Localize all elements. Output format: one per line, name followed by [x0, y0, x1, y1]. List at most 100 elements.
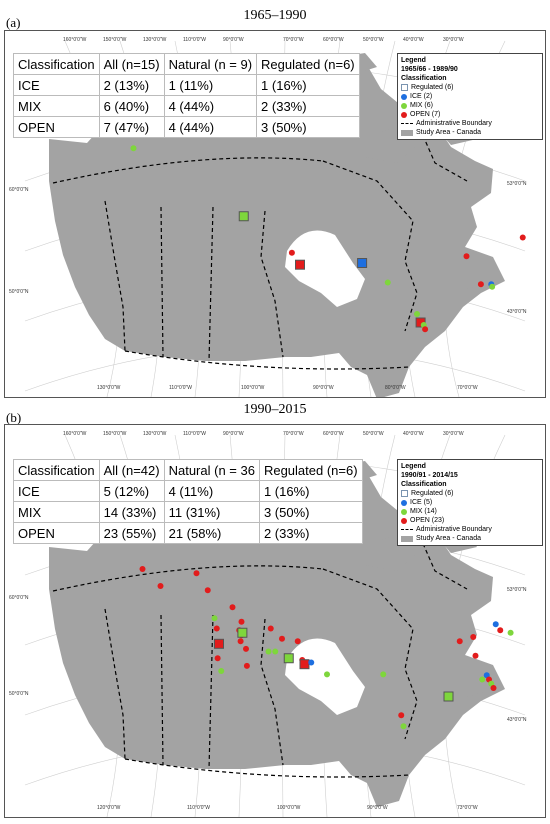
- table-cell: 4 (44%): [163, 95, 258, 117]
- graticule-label-bottom: 90°0'0"W: [367, 805, 388, 811]
- legend-item: Administrative Boundary: [401, 525, 539, 534]
- legend-item-label: MIX (14): [410, 508, 437, 515]
- open-dot-icon: [401, 517, 407, 524]
- graticule-label-top: 70°0'0"W: [283, 431, 304, 437]
- station-mix: [507, 629, 514, 636]
- graticule-label-bottom: 130°0'0"W: [97, 385, 121, 391]
- station-open: [294, 638, 301, 645]
- panel-b-map: 160°0'0"W 150°0'0"W 130°0'0"W 110°0'0"W 90°0…: [4, 424, 546, 818]
- graticule-label-top: 160°0'0"W: [63, 37, 87, 43]
- station-regulated-open: [214, 638, 224, 649]
- table-cell: 7 (47%): [98, 116, 165, 138]
- station-regulated-open: [299, 659, 310, 670]
- table-cell: 3 (50%): [256, 116, 360, 138]
- legend-item: ICE (2): [401, 92, 539, 101]
- station-mix: [211, 615, 218, 622]
- table-cell: 14 (33%): [98, 501, 165, 523]
- station-open: [139, 566, 146, 572]
- table-cell: 4 (11%): [163, 480, 260, 502]
- administrative-boundary: [208, 206, 214, 362]
- station-open: [204, 587, 211, 594]
- table-cell: 4 (44%): [163, 116, 258, 138]
- table-header-cell: Regulated (n=6): [258, 459, 363, 481]
- graticule-label-top: 150°0'0"W: [103, 37, 127, 43]
- legend-item: Regulated (6): [401, 83, 539, 92]
- station-open: [422, 326, 429, 333]
- graticule-label-top: 50°0'0"W: [363, 37, 384, 43]
- table-header-row: Classification All (n=15) Natural (n = 9) R…: [13, 53, 360, 75]
- graticule-label-right: 43°0'0"N: [507, 717, 527, 723]
- station-mix: [272, 648, 279, 655]
- legend-item: OPEN (7): [401, 110, 539, 119]
- station-open: [470, 634, 477, 640]
- administrative-boundary: [104, 200, 126, 352]
- table-cell: ICE: [13, 74, 100, 96]
- table-row: OPEN 23 (55%) 21 (58%) 2 (33%): [13, 522, 363, 544]
- hudson-bay: [285, 638, 365, 715]
- legend-item-label: ICE (2): [410, 93, 433, 100]
- table-cell: 23 (55%): [98, 522, 165, 544]
- boundary-dash-icon: [401, 123, 413, 124]
- legend-item: Administrative Boundary: [401, 119, 539, 128]
- legend-period: 1965/66 - 1989/90: [401, 66, 458, 73]
- table-row: MIX 14 (33%) 11 (31%) 3 (50%): [13, 501, 363, 523]
- station-mix: [380, 671, 387, 678]
- legend-item-label: Administrative Boundary: [416, 120, 492, 127]
- station-open: [243, 645, 249, 652]
- graticule-label-top: 40°0'0"W: [403, 431, 424, 437]
- mix-dot-icon: [401, 508, 407, 515]
- legend-item: MIX (6): [401, 101, 539, 110]
- graticule-label-top: 60°0'0"W: [323, 37, 344, 43]
- table-cell: 11 (31%): [163, 501, 260, 523]
- legend-title: Legend: [401, 57, 426, 64]
- ice-dot-icon: [401, 93, 407, 100]
- table-header-row: Classification All (n=42) Natural (n = 36 R…: [13, 459, 363, 481]
- administrative-boundary: [124, 350, 410, 370]
- table-cell: ICE: [13, 480, 100, 502]
- station-open: [288, 249, 295, 256]
- table-cell: 1 (11%): [163, 74, 258, 96]
- station-regulated-ice: [357, 258, 368, 268]
- graticule-label-top: 110°0'0"W: [183, 431, 206, 437]
- station-regulated-open: [295, 259, 305, 270]
- graticule-label-bottom: 100°0'0"W: [241, 385, 265, 391]
- graticule-label-bottom: 70°0'0"W: [457, 385, 478, 391]
- station-open: [477, 281, 484, 288]
- panel-a-map: 160°0'0"W 150°0'0"W 130°0'0"W 110°0'0"W 90°0…: [4, 30, 546, 398]
- graticule-label-top: 130°0'0"W: [143, 37, 167, 43]
- study-area-swatch: [401, 129, 413, 136]
- legend-item-label: Study Area - Canada: [416, 129, 481, 136]
- regulated-square-icon: [401, 84, 408, 91]
- administrative-boundary: [124, 758, 410, 778]
- table-cell: MIX: [13, 95, 100, 117]
- graticule-label-top: 90°0'0"W: [223, 37, 244, 43]
- graticule-label-top: 50°0'0"W: [363, 431, 384, 437]
- legend-item-label: Regulated (6): [411, 84, 454, 91]
- table-cell: 2 (33%): [258, 522, 363, 544]
- table-cell: 5 (12%): [98, 480, 165, 502]
- station-mix: [218, 668, 225, 674]
- table-row: MIX 6 (40%) 4 (44%) 2 (33%): [13, 95, 360, 117]
- station-open: [519, 234, 526, 241]
- legend-item: OPEN (23): [401, 516, 539, 525]
- graticule-label-bottom: 73°0'0"W: [457, 805, 478, 811]
- graticule-label-bottom: 110°0'0"W: [169, 385, 192, 391]
- study-area-swatch: [401, 535, 413, 542]
- graticule-label-top: 160°0'0"W: [63, 431, 87, 437]
- legend-item-label: Regulated (6): [411, 490, 454, 497]
- graticule-label-top: 150°0'0"W: [103, 431, 127, 437]
- station-mix: [479, 676, 486, 683]
- legend-period: 1990/91 - 2014/15: [401, 472, 458, 479]
- graticule-label-top: 60°0'0"W: [323, 431, 344, 437]
- legend-item: Study Area - Canada: [401, 534, 539, 543]
- classification-table: Classification All (n=15) Natural (n = 9) R…: [13, 53, 360, 138]
- graticule-label-right: 43°0'0"N: [507, 309, 527, 315]
- table-header-cell: Natural (n = 9): [163, 53, 258, 75]
- station-open: [213, 625, 220, 632]
- station-regulated-mix: [237, 627, 248, 638]
- station-ice: [492, 621, 499, 628]
- legend-item-label: Study Area - Canada: [416, 535, 481, 542]
- station-mix: [414, 311, 420, 317]
- table-header-cell: All (n=42): [98, 459, 165, 481]
- graticule-label-top: 40°0'0"W: [403, 37, 424, 43]
